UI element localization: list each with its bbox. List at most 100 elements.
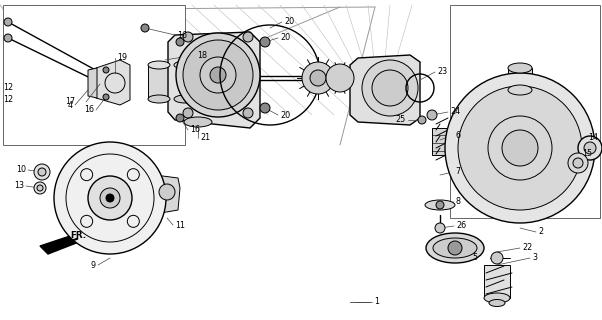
- Circle shape: [445, 73, 595, 223]
- Circle shape: [159, 184, 175, 200]
- Circle shape: [103, 67, 109, 73]
- Text: 4: 4: [68, 100, 73, 109]
- Text: 20: 20: [284, 18, 294, 27]
- Text: FR.: FR.: [70, 231, 86, 241]
- Circle shape: [100, 188, 120, 208]
- Text: 3: 3: [532, 253, 537, 262]
- Text: 17: 17: [65, 98, 75, 107]
- Circle shape: [37, 185, 43, 191]
- Polygon shape: [174, 65, 196, 99]
- Circle shape: [103, 94, 109, 100]
- Circle shape: [502, 130, 538, 166]
- Ellipse shape: [425, 200, 455, 210]
- Polygon shape: [148, 65, 170, 99]
- Polygon shape: [153, 175, 180, 214]
- Circle shape: [573, 158, 583, 168]
- Circle shape: [210, 67, 226, 83]
- Text: 10: 10: [16, 165, 26, 174]
- Text: 12: 12: [3, 95, 13, 105]
- Text: 12: 12: [3, 84, 13, 92]
- Text: 16: 16: [177, 30, 187, 39]
- Circle shape: [418, 116, 426, 124]
- Text: 7: 7: [455, 167, 460, 177]
- Polygon shape: [96, 60, 130, 105]
- Ellipse shape: [484, 293, 510, 303]
- Text: 18: 18: [197, 51, 207, 60]
- Text: 25: 25: [396, 116, 406, 124]
- Polygon shape: [350, 55, 420, 125]
- Polygon shape: [508, 68, 532, 90]
- Circle shape: [578, 136, 602, 160]
- Circle shape: [88, 176, 132, 220]
- Circle shape: [183, 32, 193, 42]
- Polygon shape: [450, 5, 600, 218]
- Circle shape: [491, 252, 503, 264]
- Circle shape: [176, 33, 260, 117]
- Ellipse shape: [489, 300, 505, 307]
- Polygon shape: [88, 68, 97, 98]
- Circle shape: [200, 57, 236, 93]
- Text: 6: 6: [455, 131, 460, 140]
- Ellipse shape: [174, 61, 196, 69]
- Circle shape: [243, 108, 253, 118]
- Polygon shape: [168, 32, 260, 128]
- Text: 20: 20: [280, 34, 290, 43]
- Polygon shape: [432, 128, 448, 155]
- Circle shape: [54, 142, 166, 254]
- Circle shape: [302, 62, 334, 94]
- Ellipse shape: [184, 117, 212, 127]
- Circle shape: [4, 34, 12, 42]
- Text: 19: 19: [117, 53, 127, 62]
- Circle shape: [183, 108, 193, 118]
- Text: 16: 16: [190, 125, 200, 134]
- Text: 1: 1: [374, 298, 379, 307]
- Circle shape: [326, 64, 354, 92]
- Text: 26: 26: [456, 221, 466, 230]
- Text: 24: 24: [450, 108, 460, 116]
- Text: 8: 8: [456, 197, 461, 206]
- Circle shape: [106, 194, 114, 202]
- Circle shape: [183, 40, 253, 110]
- Polygon shape: [3, 5, 185, 145]
- Ellipse shape: [433, 238, 477, 258]
- Circle shape: [362, 60, 418, 116]
- Circle shape: [372, 70, 408, 106]
- Ellipse shape: [508, 85, 532, 95]
- Circle shape: [176, 38, 184, 46]
- Circle shape: [176, 114, 184, 122]
- Text: 5: 5: [472, 253, 477, 262]
- Circle shape: [141, 24, 149, 32]
- Text: 13: 13: [14, 181, 24, 190]
- Polygon shape: [40, 234, 84, 254]
- Circle shape: [310, 70, 326, 86]
- Text: 11: 11: [175, 220, 185, 229]
- Ellipse shape: [148, 95, 170, 103]
- Circle shape: [436, 201, 444, 209]
- Circle shape: [38, 168, 46, 176]
- Circle shape: [458, 86, 582, 210]
- Text: 2: 2: [538, 228, 543, 236]
- Ellipse shape: [174, 95, 196, 103]
- Text: 14: 14: [588, 133, 598, 142]
- Circle shape: [435, 223, 445, 233]
- Circle shape: [448, 241, 462, 255]
- Text: 15: 15: [582, 148, 592, 157]
- Text: 9: 9: [91, 260, 96, 269]
- Ellipse shape: [148, 61, 170, 69]
- Text: 21: 21: [200, 133, 210, 142]
- Circle shape: [4, 18, 12, 26]
- Circle shape: [34, 182, 46, 194]
- Text: 20: 20: [280, 110, 290, 119]
- Polygon shape: [484, 265, 510, 298]
- Text: 23: 23: [437, 68, 447, 76]
- Circle shape: [427, 110, 437, 120]
- Circle shape: [260, 103, 270, 113]
- Circle shape: [243, 32, 253, 42]
- Circle shape: [34, 164, 50, 180]
- Text: 16: 16: [84, 106, 94, 115]
- Polygon shape: [465, 8, 600, 218]
- Ellipse shape: [426, 233, 484, 263]
- Circle shape: [584, 142, 596, 154]
- Text: 22: 22: [522, 244, 532, 252]
- Circle shape: [260, 37, 270, 47]
